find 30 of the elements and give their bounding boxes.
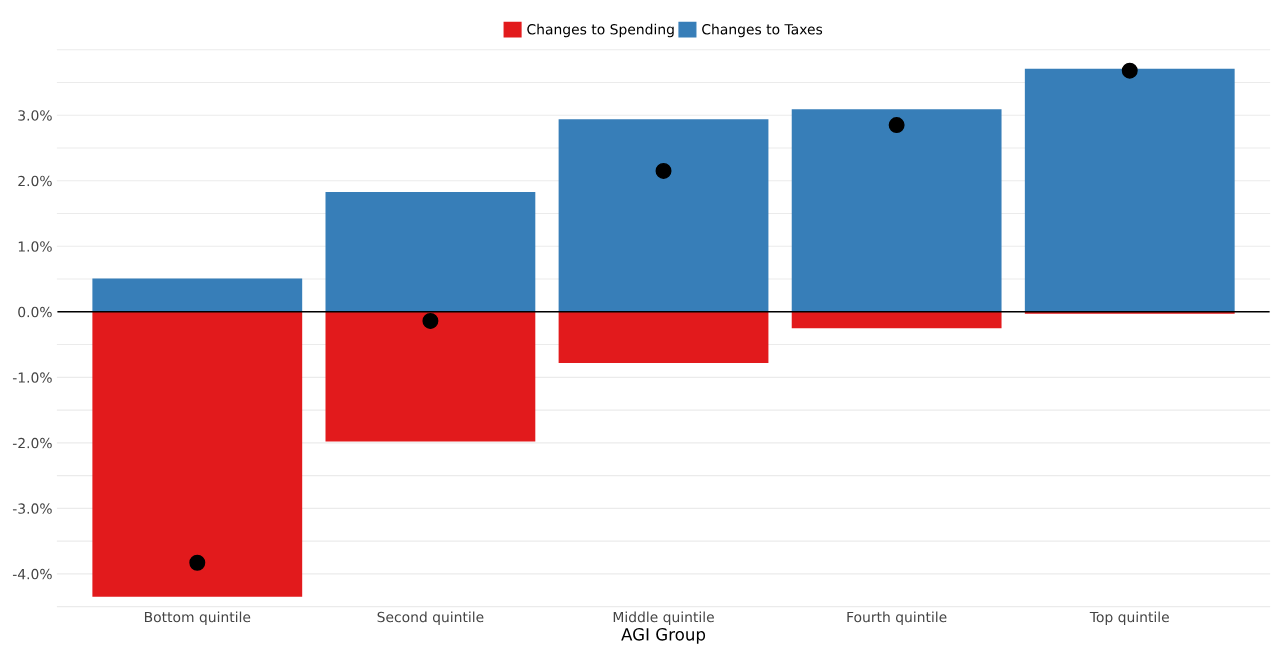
- y-tick-label: -1.0%: [12, 372, 52, 383]
- bar: [791, 311, 1002, 329]
- point: [422, 312, 439, 329]
- x-tick-label: Second quintile: [377, 611, 484, 625]
- bar: [325, 311, 536, 442]
- point: [189, 554, 206, 571]
- bar: [92, 311, 303, 597]
- y-tick-label: -3.0%: [12, 503, 52, 514]
- x-tick-label: Bottom quintile: [144, 611, 251, 625]
- legend-label: Changes to Spending: [527, 23, 674, 38]
- bar: [558, 119, 769, 312]
- legend-label: Changes to Taxes: [702, 23, 823, 38]
- bar: [558, 311, 769, 363]
- y-tick-label: -4.0%: [12, 568, 52, 580]
- bar: [325, 191, 536, 312]
- bar: [1024, 68, 1235, 312]
- y-tick-label: 3.0%: [18, 110, 52, 121]
- x-axis-title: AGI Group: [621, 628, 706, 644]
- x-tick-label: Fourth quintile: [847, 611, 947, 625]
- y-tick-label: 1.0%: [18, 241, 52, 252]
- x-tick-label: Middle quintile: [613, 611, 714, 625]
- point: [1121, 62, 1138, 79]
- point: [888, 117, 905, 134]
- bar: [791, 109, 1002, 312]
- x-tick-label: Top quintile: [1089, 611, 1169, 625]
- point: [655, 162, 672, 179]
- y-tick-label: 0.0%: [18, 306, 52, 318]
- bar: [92, 278, 303, 312]
- y-tick-label: 2.0%: [18, 175, 52, 187]
- y-tick-label: -2.0%: [12, 437, 52, 449]
